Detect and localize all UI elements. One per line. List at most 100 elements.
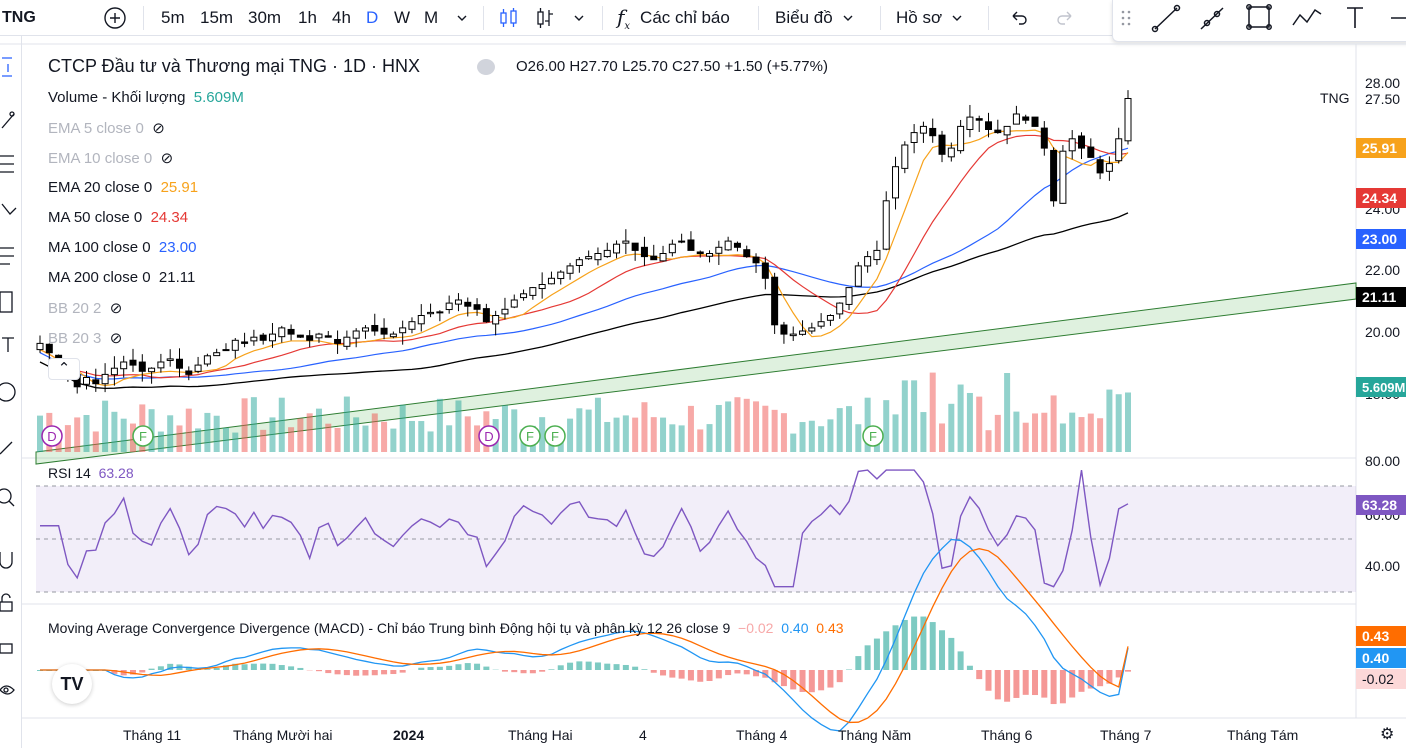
volume-bar (241, 398, 248, 452)
add-symbol-icon[interactable] (102, 0, 128, 36)
volume-bar (799, 422, 806, 452)
volume-bar (1069, 412, 1076, 452)
macd-hist-bar (1059, 670, 1066, 704)
candle-body (985, 121, 993, 131)
zoom-icon[interactable] (0, 488, 15, 507)
candle-body (306, 335, 314, 341)
magnet-icon[interactable] (0, 552, 13, 569)
eye-icon[interactable] (0, 685, 15, 695)
macd-hist-bar (734, 670, 741, 674)
macd-hist-bar (278, 665, 285, 670)
macd-hist-bar (1013, 670, 1020, 698)
cursor-icon[interactable] (2, 57, 12, 77)
volume-bar (1087, 413, 1094, 452)
chevron-down-icon[interactable] (455, 0, 469, 36)
lock-icon[interactable] (0, 643, 13, 654)
pattern-icon[interactable] (1, 203, 17, 215)
chevron-down-icon[interactable] (572, 0, 586, 36)
macd-hist-bar (957, 651, 964, 670)
ma100-legend[interactable]: MA 100 close 0 23.00 (48, 239, 197, 256)
time-tick: 2024 (393, 727, 425, 743)
candle-body (892, 166, 900, 199)
ema5-legend[interactable]: EMA 5 close 0 ⊘ (48, 120, 165, 137)
candles-icon[interactable] (498, 0, 520, 36)
candle-body (566, 265, 574, 274)
volume-bar (585, 409, 592, 452)
rectangle-tool-icon[interactable] (1246, 4, 1272, 30)
interval-15m[interactable]: 15m (200, 8, 234, 27)
ruler-icon[interactable] (0, 441, 13, 455)
trend-line-icon[interactable] (1, 111, 15, 129)
candle-body (1105, 163, 1113, 172)
bb1-legend[interactable]: BB 20 2 ⊘ (48, 300, 123, 317)
candle-body (222, 349, 230, 352)
bar-style-icon[interactable] (535, 0, 557, 36)
indicators-button[interactable]: fx Các chỉ báo (617, 0, 730, 36)
text-tool-icon[interactable] (1347, 7, 1363, 28)
ray-tool-icon[interactable] (1200, 7, 1224, 30)
candle-body (854, 265, 862, 287)
macd-hist-bar (929, 622, 936, 670)
ema20-line (39, 129, 1129, 387)
volume-bar (594, 397, 601, 452)
symbol-search[interactable]: TNG (2, 9, 36, 26)
lock-draw-icon[interactable] (0, 593, 13, 612)
macd-hist-bar (613, 664, 620, 670)
volume-bar (315, 408, 322, 452)
interval-30m[interactable]: 30m (248, 8, 282, 27)
trend-line-icon[interactable] (1151, 4, 1181, 33)
interval-4h[interactable]: 4h (332, 8, 351, 27)
volume-bar (353, 417, 360, 452)
time-tick: 4 (639, 727, 647, 743)
tradingview-logo-icon[interactable]: TV (52, 664, 92, 704)
ema20-price-badge: 25.91 (1356, 138, 1406, 158)
ema10-legend[interactable]: EMA 10 close 0 ⊘ (48, 150, 174, 167)
interval-m[interactable]: M (424, 8, 439, 27)
settings-gear-icon[interactable]: ⚙ (1380, 726, 1395, 743)
redo-icon[interactable] (1055, 0, 1077, 36)
macd-legend[interactable]: Moving Average Convergence Divergence (M… (48, 620, 844, 636)
candle-body (315, 333, 323, 339)
macd-hist-bar (315, 670, 322, 672)
chart-type-label: Biểu đồ (775, 8, 833, 27)
profile-button[interactable]: Hồ sơ (896, 0, 964, 36)
drag-handle-icon[interactable] (1121, 10, 1131, 26)
emoji-icon[interactable] (0, 382, 16, 402)
ma200-legend[interactable]: MA 200 close 0 21.11 (48, 269, 196, 286)
volume-legend[interactable]: Volume - Khối lượng 5.609M (48, 89, 244, 106)
macd-hist-bar (873, 638, 880, 670)
candle-body (529, 287, 537, 296)
fib-icon[interactable] (0, 155, 14, 173)
ma100-price-badge: 23.00 (1356, 229, 1406, 249)
macd-hist-bar (994, 670, 1001, 700)
interval-d[interactable]: D (366, 8, 379, 27)
candle-body (241, 341, 249, 344)
volume-bar (390, 428, 397, 452)
ma50-legend[interactable]: MA 50 close 0 24.34 (48, 209, 189, 226)
undo-icon[interactable] (1007, 0, 1029, 36)
volume-bar (269, 417, 276, 452)
macd-hist-bar (901, 619, 908, 670)
bb2-legend[interactable]: BB 20 3 ⊘ (48, 330, 123, 347)
rsi-legend[interactable]: RSI 14 63.28 (48, 465, 134, 481)
eye-off-icon: ⊘ (109, 300, 123, 317)
interval-w[interactable]: W (394, 8, 411, 27)
text-tool-icon[interactable] (2, 337, 14, 352)
time-tick: Tháng Tám (1227, 727, 1299, 743)
interval-5m[interactable]: 5m (161, 8, 185, 27)
candle-body (510, 299, 518, 308)
drawing-toolbar (1112, 0, 1406, 42)
signal-price-badge: 0.43 (1356, 626, 1406, 646)
path-tool-icon[interactable] (1292, 8, 1322, 26)
interval-1h[interactable]: 1h (298, 8, 317, 27)
ema20-legend[interactable]: EMA 20 close 0 25.91 (48, 179, 199, 196)
candle-body (343, 336, 351, 347)
shape-icon[interactable] (0, 291, 13, 313)
prediction-icon[interactable] (0, 247, 14, 265)
candle-body (148, 367, 156, 373)
macd-hist-bar (1004, 670, 1011, 702)
chart-type-button[interactable]: Biểu đồ (775, 0, 855, 36)
volume-bar (678, 425, 685, 452)
collapse-legend-button[interactable]: ⌃ (48, 358, 80, 380)
